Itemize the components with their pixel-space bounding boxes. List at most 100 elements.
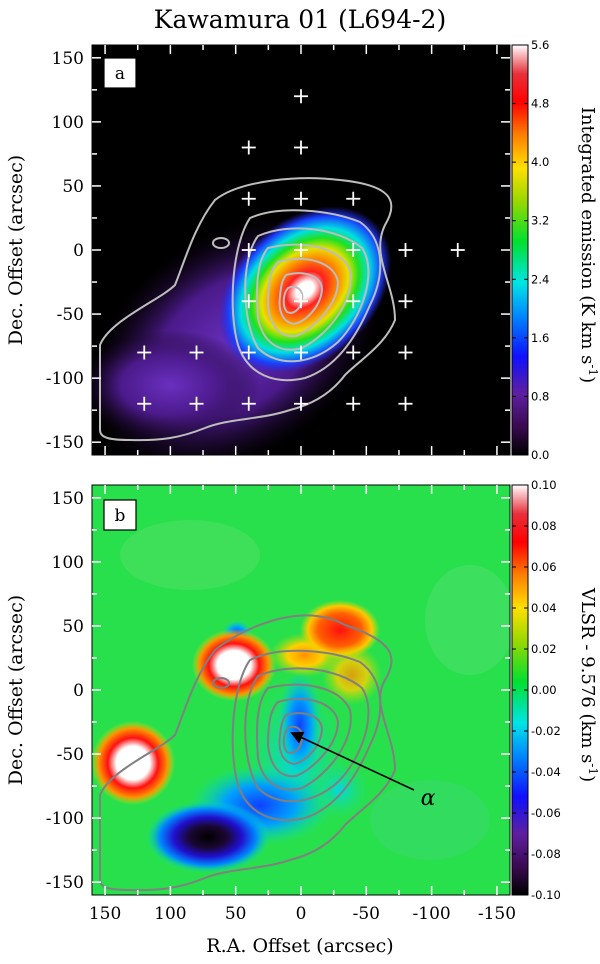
pointing-marker (398, 396, 413, 411)
panel-b-xlabel: R.A. Offset (arcsec) (206, 935, 393, 957)
panel-b-contour (256, 683, 352, 791)
pointing-marker (398, 243, 413, 257)
y-tick-label: -50 (57, 305, 84, 325)
panel-a-contour (212, 237, 230, 249)
colorbar-tick-label: -0.02 (531, 724, 561, 738)
pointing-marker (189, 345, 204, 360)
panel-b-tag: b (115, 506, 126, 526)
colorbar-tick-label: 0.0 (531, 448, 549, 462)
colorbar-tick-label: -0.08 (531, 847, 561, 861)
pointing-marker (346, 243, 361, 257)
panel-a-contour (256, 243, 352, 351)
pointing-marker (241, 243, 256, 257)
y-tick-label: -150 (46, 433, 84, 453)
panel-b-contour (282, 725, 304, 754)
panel-b-green-variation (120, 520, 260, 590)
panel-a-ylabel: Dec. Offset (arcsec) (5, 155, 27, 345)
panel-b-colorbar-title: VLSR - 9.576 (km s-1) (577, 587, 600, 782)
panel-a-contour (278, 272, 324, 326)
colorbar-tick-label: 5.6 (531, 38, 549, 52)
colorbar-tick-label: -0.04 (531, 765, 561, 779)
panel-a-contour (266, 257, 340, 338)
panel-a-contour (231, 209, 382, 382)
colorbar-tick-label: -0.10 (531, 888, 561, 902)
x-tick-label: 100 (154, 904, 186, 924)
panel-b-contour (266, 697, 340, 778)
panel-a-contour (244, 227, 370, 363)
colorbar-tick-label: 0.10 (531, 478, 557, 492)
y-tick-label: 150 (52, 489, 84, 509)
panel-a-tag-box (103, 57, 137, 89)
x-tick-label: -100 (413, 904, 451, 924)
panel-a-ticks: 150 100 50 0 -50 -100 -150 (46, 45, 510, 455)
colorbar-tick-label: 4.0 (531, 155, 549, 169)
figure-title: Kawamura 01 (L694-2) (154, 5, 446, 34)
y-tick-label: 50 (62, 177, 84, 197)
pointing-marker (241, 345, 256, 360)
panel-b-yellow-region (322, 645, 382, 705)
pointing-marker (241, 294, 256, 309)
pointing-marker (398, 294, 413, 309)
panel-b-colorbar-ticks: 0.10 0.08 0.06 0.04 0.02 0.00 -0.02 -0.04 -0.06 -… (512, 478, 561, 902)
panel-b-green-variation (425, 565, 510, 675)
pointing-marker (346, 345, 361, 360)
colorbar-tick-label: 2.4 (531, 272, 549, 286)
colorbar-tick-label: -0.06 (531, 806, 561, 820)
pointing-marker (241, 140, 256, 155)
colorbar-tick-label: 0.04 (531, 601, 557, 615)
panel-b-contour (231, 649, 382, 822)
colorbar-tick-label: 0.00 (531, 683, 557, 697)
panel-a-pointing-markers (137, 89, 465, 411)
pointing-marker (294, 396, 308, 411)
panel-b-contour (212, 677, 230, 689)
pointing-marker (294, 89, 308, 104)
pointing-marker (346, 191, 361, 206)
panel-b-contour (244, 667, 370, 803)
panel-b-contour (278, 712, 324, 766)
panel-a-emission-halo-lower (92, 330, 260, 440)
panel-a-contour (282, 285, 304, 314)
panel-b-alpha-arrow (290, 731, 415, 791)
panel-b-alpha-label: α (421, 786, 436, 811)
colorbar-tick-label: 0.06 (531, 560, 557, 574)
x-tick-label: -50 (353, 904, 380, 924)
x-tick-label: -150 (478, 904, 516, 924)
pointing-marker (137, 396, 152, 411)
y-tick-label: 0 (73, 681, 84, 701)
y-tick-label: 100 (52, 113, 84, 133)
y-tick-label: 50 (62, 617, 84, 637)
pointing-marker (137, 345, 152, 360)
pointing-marker (346, 294, 361, 309)
x-tick-label: 150 (89, 904, 121, 924)
colorbar-tick-label: 0.8 (531, 389, 549, 403)
x-tick-label: 0 (296, 904, 307, 924)
x-tick-label: 50 (225, 904, 247, 924)
panel-a-colorbar (511, 44, 529, 456)
pointing-marker (189, 396, 204, 411)
panel-b-ylabel: Dec. Offset (arcsec) (5, 595, 27, 785)
panel-a-integrated-emission-map: 150 100 50 0 -50 -100 -150 a Dec. Offset (arcs… (5, 38, 600, 462)
panel-a-colorbar-ticks: 5.6 4.8 4.0 3.2 2.4 1.6 0.8 0.0 (512, 38, 549, 462)
pointing-marker (450, 243, 465, 257)
y-tick-label: -150 (46, 873, 84, 893)
colorbar-tick-label: 0.08 (531, 519, 557, 533)
panel-b-green-variation (370, 780, 490, 860)
pointing-marker (241, 191, 256, 206)
colorbar-tick-label: 1.6 (531, 331, 549, 345)
panel-b-dark-blob (146, 801, 270, 873)
y-tick-label: -50 (57, 745, 84, 765)
pointing-marker (346, 396, 361, 411)
y-tick-label: -100 (46, 809, 84, 829)
y-tick-label: 150 (52, 49, 84, 69)
pointing-marker (294, 191, 308, 206)
pointing-marker (241, 396, 256, 411)
panel-b-contour (99, 614, 397, 892)
panel-a-contour (99, 177, 397, 442)
y-tick-label: 100 (52, 553, 84, 573)
panel-a-tag: a (115, 64, 125, 84)
panel-a-colorbar-title: Integrated emission (K km s-1) (577, 107, 600, 383)
colorbar-tick-label: 3.2 (531, 214, 549, 228)
panel-b-tag-box (103, 499, 137, 531)
